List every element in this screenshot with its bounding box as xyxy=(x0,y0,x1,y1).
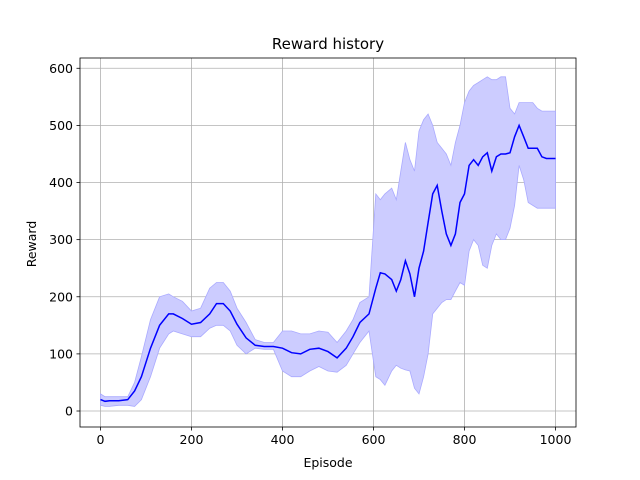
x-tick-label: 400 xyxy=(271,432,295,447)
y-tick-label: 400 xyxy=(49,175,73,190)
reward-std-band xyxy=(100,76,556,407)
y-tick-label: 300 xyxy=(49,232,73,247)
y-tick-label: 100 xyxy=(49,346,73,361)
x-tick-label: 0 xyxy=(97,432,105,447)
y-tick-label: 600 xyxy=(49,61,73,76)
x-axis-ticks: 0 200 400 600 800 1000 xyxy=(97,427,572,447)
plot-frame xyxy=(79,57,577,428)
chart-title: Reward history xyxy=(272,35,384,53)
x-axis-label: Episode xyxy=(303,455,352,470)
plot-area xyxy=(100,76,556,407)
x-tick-label: 800 xyxy=(453,432,477,447)
reward-mean-line xyxy=(100,123,556,403)
y-tick-label: 200 xyxy=(49,289,73,304)
y-tick-label: 0 xyxy=(65,404,73,419)
y-axis-label: Reward xyxy=(24,221,39,268)
y-axis-ticks: 0 100 200 300 400 500 600 xyxy=(49,61,80,419)
x-tick-label: 600 xyxy=(362,432,386,447)
y-tick-label: 500 xyxy=(49,118,73,133)
x-tick-label: 1000 xyxy=(540,432,572,447)
x-tick-label: 200 xyxy=(180,432,204,447)
